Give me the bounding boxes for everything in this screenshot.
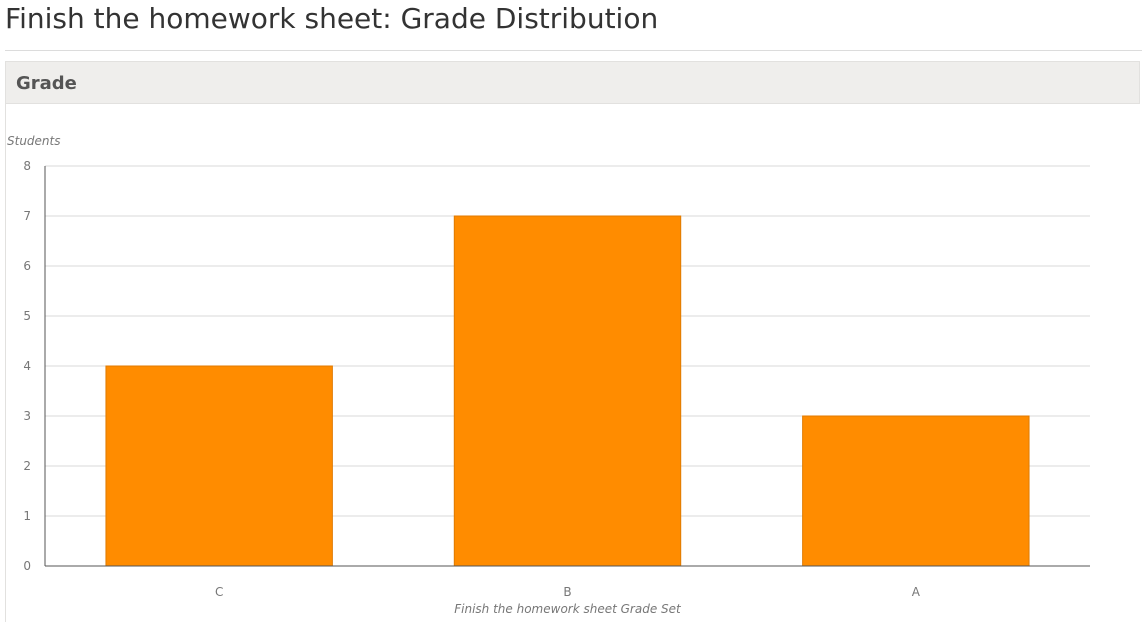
bar-c (105, 365, 333, 567)
title-divider (5, 50, 1142, 51)
x-axis-title: Finish the homework sheet Grade Set (454, 602, 682, 616)
tick-labels: 0 1 2 3 4 5 6 7 8 C B A (23, 159, 920, 599)
bar-b (453, 215, 682, 567)
panel-header: Grade (5, 61, 1140, 104)
axes (44, 166, 1090, 567)
y-axis-title: Students (7, 134, 61, 148)
bars (105, 215, 1030, 567)
x-tick-label: C (215, 585, 223, 599)
panel-header-label: Grade (16, 73, 77, 94)
x-tick-label: B (563, 585, 571, 599)
y-tick-label: 3 (23, 409, 31, 423)
y-tick-label: 0 (23, 559, 31, 573)
y-tick-label: 7 (23, 209, 31, 223)
x-tick-label: A (912, 585, 921, 599)
y-tick-label: 8 (23, 159, 31, 173)
page-title: Finish the homework sheet: Grade Distrib… (5, 2, 659, 35)
y-tick-label: 5 (23, 309, 31, 323)
panel-body (5, 104, 1142, 622)
y-tick-label: 2 (23, 459, 31, 473)
y-tick-label: 1 (23, 509, 31, 523)
y-tick-label: 6 (23, 259, 31, 273)
y-tick-label: 4 (23, 359, 31, 373)
bar-a (802, 415, 1030, 567)
